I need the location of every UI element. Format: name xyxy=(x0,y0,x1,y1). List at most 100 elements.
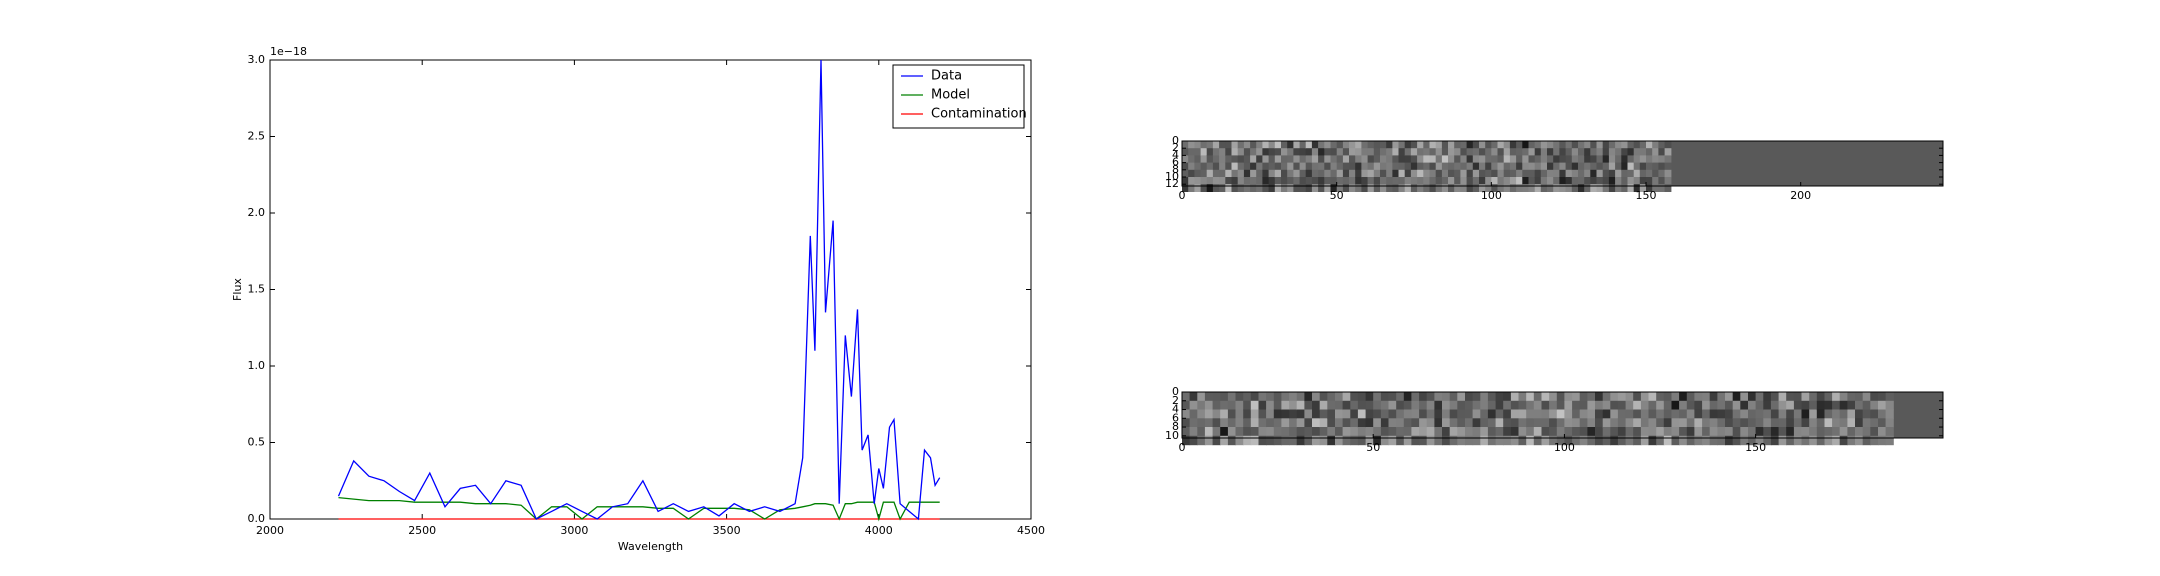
pixel xyxy=(1330,184,1338,192)
pixel xyxy=(1293,177,1301,185)
pixel xyxy=(1243,427,1252,437)
pixel xyxy=(1824,392,1833,402)
pixel xyxy=(1571,155,1579,164)
pixel xyxy=(1258,409,1267,419)
pixel xyxy=(1732,400,1741,411)
pixel xyxy=(1847,435,1856,446)
pixel xyxy=(1373,169,1381,178)
pixel xyxy=(1621,177,1629,185)
pixel xyxy=(1266,400,1275,411)
pixel xyxy=(1509,177,1517,185)
pixel xyxy=(1663,392,1672,402)
pixel xyxy=(1547,148,1554,156)
pixel xyxy=(1740,392,1749,402)
pixel xyxy=(1231,141,1239,149)
pixel xyxy=(1448,162,1455,171)
pixel xyxy=(1386,177,1393,185)
legend-label: Contamination xyxy=(931,107,1027,122)
pixel xyxy=(1256,148,1263,156)
pixel xyxy=(1518,418,1527,428)
pixel xyxy=(1380,177,1387,185)
pixel xyxy=(1243,392,1252,402)
pixel xyxy=(1342,409,1351,419)
pixel xyxy=(1449,435,1458,446)
pixel xyxy=(1786,435,1795,446)
pixel xyxy=(1491,141,1499,149)
pixel xyxy=(1182,177,1189,185)
pixel xyxy=(1541,392,1550,402)
x-tick-label: 150 xyxy=(1745,441,1766,454)
pixel xyxy=(1646,169,1653,178)
pixel xyxy=(1299,177,1307,185)
pixel xyxy=(1793,400,1803,411)
pixel xyxy=(1528,162,1536,171)
pixel xyxy=(1503,162,1511,171)
pixel xyxy=(1388,392,1397,402)
pixel xyxy=(1522,184,1530,192)
pixel xyxy=(1457,427,1466,437)
pixel xyxy=(1460,155,1468,164)
pixel xyxy=(1454,155,1461,164)
pixel xyxy=(1495,392,1504,402)
pixel xyxy=(1312,392,1321,402)
pixel xyxy=(1419,392,1428,402)
pixel xyxy=(1296,392,1305,402)
pixel xyxy=(1457,400,1466,411)
pixel xyxy=(1435,177,1443,185)
legend: Data Model Contamination xyxy=(892,64,1027,129)
pixel xyxy=(1497,148,1505,156)
pixel xyxy=(1219,169,1226,178)
pixel xyxy=(1584,141,1591,149)
pixel xyxy=(1423,148,1431,156)
pixel xyxy=(1559,184,1567,192)
pixel xyxy=(1534,177,1542,185)
pixel xyxy=(1227,409,1237,419)
pixel xyxy=(1457,392,1466,402)
pixel xyxy=(1602,392,1611,402)
pixel xyxy=(1250,409,1259,419)
y-tick-label: 6 xyxy=(1172,411,1179,424)
pixel xyxy=(1219,184,1226,192)
pixel xyxy=(1491,177,1499,185)
pixel xyxy=(1870,435,1879,446)
pixel xyxy=(1640,418,1650,428)
pixel xyxy=(1349,162,1356,171)
pixel xyxy=(1485,184,1492,192)
pixel xyxy=(1540,141,1548,149)
pixel xyxy=(1479,177,1486,185)
pixel xyxy=(1709,427,1718,437)
pixel xyxy=(1465,409,1474,419)
x-tick-label: 150 xyxy=(1636,189,1657,202)
pixel xyxy=(1526,400,1535,411)
pixel xyxy=(1602,435,1611,446)
pixel xyxy=(1740,427,1749,437)
pixel xyxy=(1526,409,1535,419)
pixel xyxy=(1225,155,1233,164)
pixel xyxy=(1595,400,1604,411)
pixel xyxy=(1231,184,1239,192)
pixel xyxy=(1392,169,1400,178)
pixel xyxy=(1188,169,1195,178)
pixel xyxy=(1318,177,1325,185)
pixel xyxy=(1679,400,1688,411)
pixel xyxy=(1330,148,1338,156)
pixel xyxy=(1816,435,1825,446)
pixel xyxy=(1219,148,1226,156)
pixel xyxy=(1717,409,1726,419)
pixel xyxy=(1503,435,1512,446)
pixel xyxy=(1188,141,1195,149)
pixel xyxy=(1206,148,1214,156)
pixel xyxy=(1547,162,1554,171)
pixel xyxy=(1318,155,1325,164)
pixel xyxy=(1411,409,1420,419)
pixel xyxy=(1870,427,1879,437)
pixel xyxy=(1855,435,1864,446)
pixel xyxy=(1460,169,1468,178)
pixel xyxy=(1615,184,1622,192)
pixel xyxy=(1595,409,1604,419)
pixel xyxy=(1256,141,1263,149)
pixel xyxy=(1571,184,1579,192)
pixel xyxy=(1664,148,1672,156)
pixel xyxy=(1518,435,1527,446)
pixel xyxy=(1380,162,1387,171)
